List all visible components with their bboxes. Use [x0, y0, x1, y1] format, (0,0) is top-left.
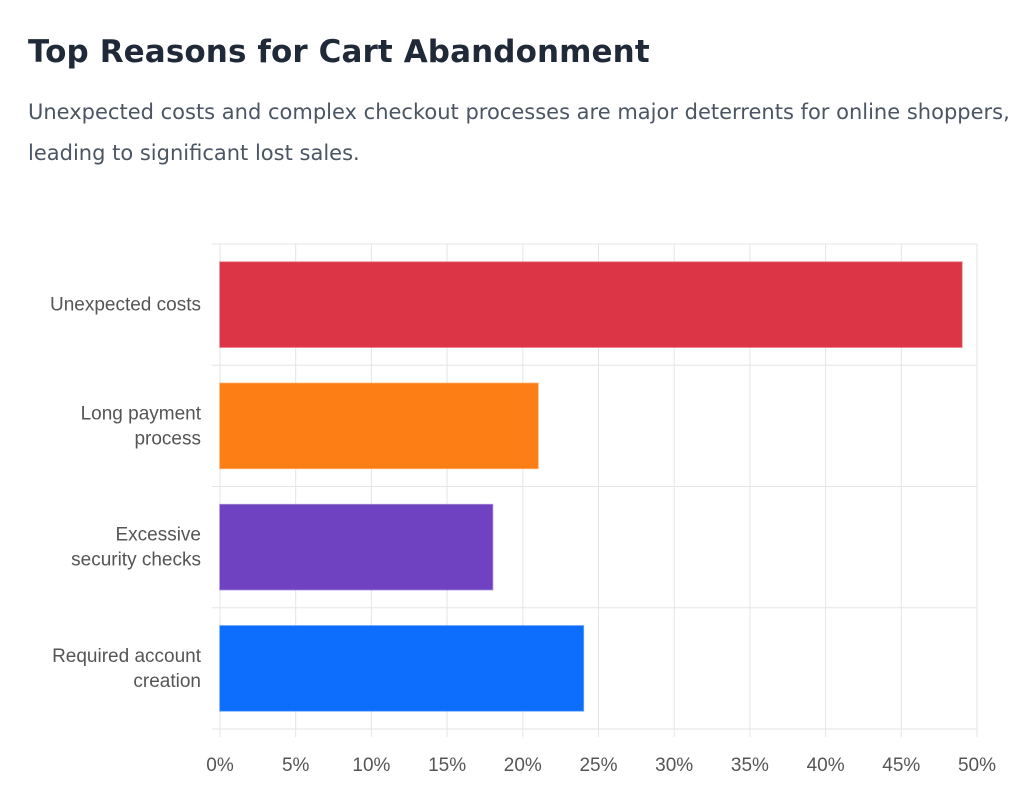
x-tick-label: 5%	[282, 755, 310, 776]
category-label: Required account creation	[52, 646, 202, 692]
category-label: Long payment process	[81, 403, 202, 449]
x-tick-label: 20%	[504, 755, 542, 776]
bar-4[interactable]	[219, 625, 585, 712]
x-tick-label: 10%	[352, 755, 390, 776]
chart-subtitle: Unexpected costs and complex checkout pr…	[28, 100, 1010, 165]
x-tick-label: 25%	[579, 755, 617, 776]
x-tick-label: 0%	[206, 755, 234, 776]
x-tick-label: 30%	[655, 755, 693, 776]
x-axis-ticks: 0% 5% 10% 15% 20% 25% 30% 35% 40% 45% 50%	[206, 755, 996, 776]
category-label: Excessive security checks	[71, 525, 201, 571]
category-label-line: security checks	[71, 550, 201, 571]
bar-2[interactable]	[219, 382, 539, 470]
category-label-line: Required account	[52, 646, 202, 667]
category-labels: Unexpected costs Long payment process Exces…	[50, 295, 202, 692]
x-tick-label: 50%	[958, 755, 996, 776]
category-label-line: Unexpected costs	[50, 295, 201, 316]
x-tick-label: 35%	[731, 755, 769, 776]
category-label-line: Long payment	[81, 403, 202, 424]
x-tick-label: 45%	[882, 755, 920, 776]
bar-1[interactable]	[219, 261, 963, 348]
x-tick-label: 15%	[428, 755, 466, 776]
category-label-line: creation	[133, 671, 201, 692]
chart-title: Top Reasons for Cart Abandonment	[28, 34, 650, 70]
bars	[219, 261, 963, 712]
category-label: Unexpected costs	[50, 295, 201, 316]
x-tick-label: 40%	[807, 755, 845, 776]
category-label-line: Excessive	[115, 525, 201, 546]
category-label-line: process	[134, 428, 201, 449]
bar-3[interactable]	[219, 503, 494, 591]
